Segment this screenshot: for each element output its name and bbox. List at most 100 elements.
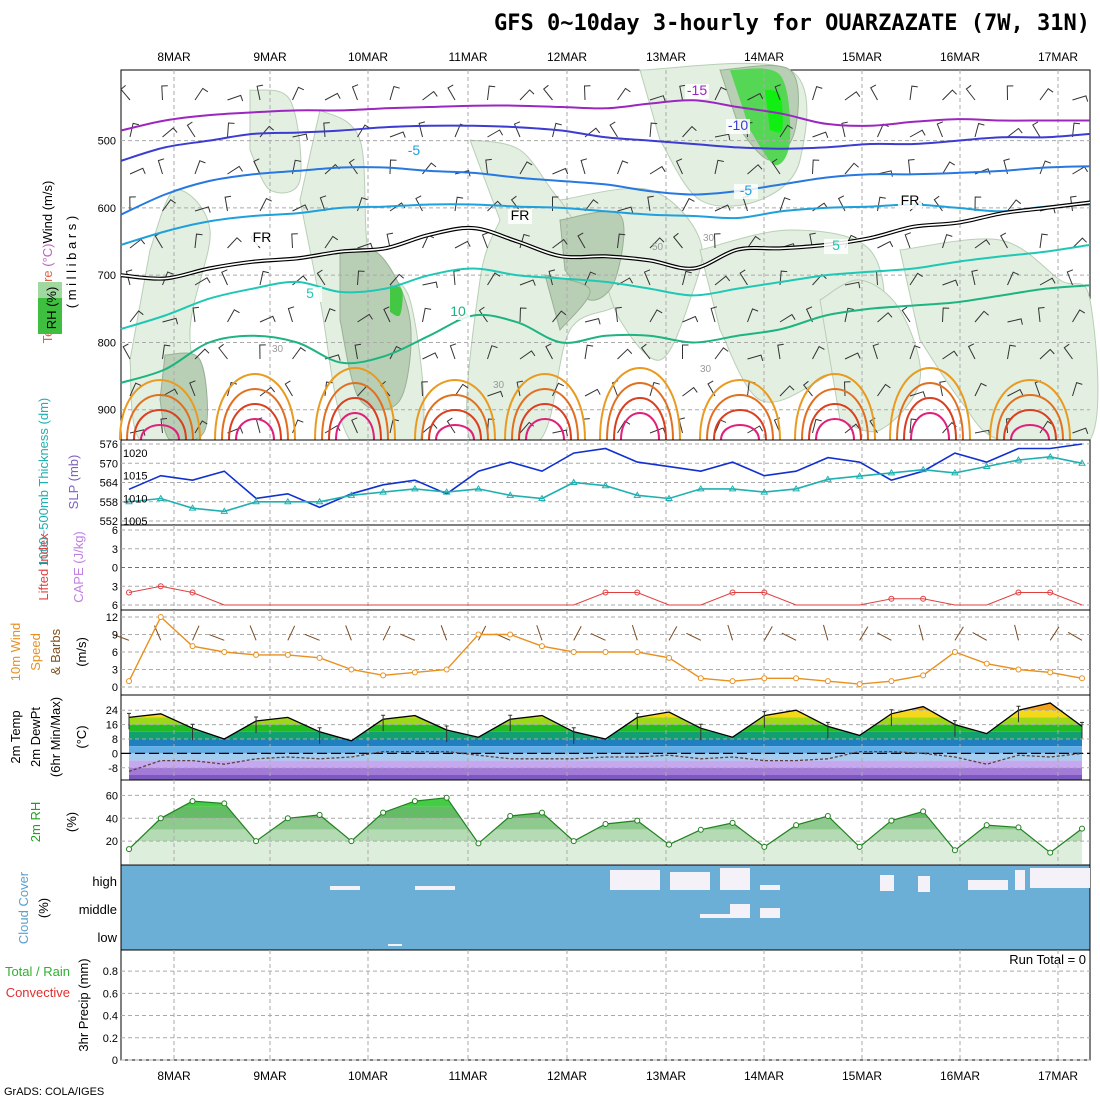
wind-barb-202 <box>771 158 781 175</box>
isotherm-label-bg-5 <box>250 231 274 246</box>
bottom-date-label-0: 8MAR <box>157 1069 191 1083</box>
wind-barb-20 <box>194 87 209 101</box>
upper-air-yticks: 500 600 700 800 900 <box>98 136 116 417</box>
wind-barb-249 <box>909 418 918 434</box>
thickness-marker-23 <box>855 472 864 479</box>
temp-tick-8: 8 <box>112 734 118 746</box>
wind-barb-1 <box>129 122 140 138</box>
li-marker-1 <box>157 583 164 590</box>
wind-barb-222 <box>844 162 859 175</box>
wind10m-yticks: 0 3 6 9 12 <box>106 612 118 694</box>
precip-legend-total: Total / Rain <box>5 964 70 979</box>
dewpoint-ylabel: 2m DewPt <box>28 707 43 767</box>
isotherm-label-3: -5 <box>740 182 753 198</box>
cloud-blocks <box>330 868 1090 946</box>
warm-isotherm-9-0 <box>989 379 1071 441</box>
wind-barb-194 <box>747 235 761 249</box>
wind-barb-247 <box>909 345 921 360</box>
temp-band-6 <box>129 746 1082 754</box>
isotherm-line-4-inner <box>120 201 1091 280</box>
warm-isotherm-7-2 <box>808 403 862 441</box>
wind-barb-282 <box>1039 160 1051 175</box>
wind-barb-100 <box>447 84 456 101</box>
li-marker-28 <box>1015 589 1022 596</box>
thickness-marker-21 <box>792 484 800 492</box>
bottom-date-label-3: 11MAR <box>448 1069 487 1083</box>
warm-isotherm-6-3 <box>720 424 760 441</box>
rh-contour-label-4: 50 <box>652 242 664 253</box>
warm-isotherm-6-1 <box>706 394 774 441</box>
wind-barb-169 <box>649 427 666 434</box>
wind-barb-148 <box>584 388 601 397</box>
temp-minmax-18 <box>698 723 703 741</box>
isotherm-line-3 <box>120 203 1091 246</box>
bottom-date-label-1: 9MAR <box>253 1069 287 1083</box>
wind-barb-267 <box>967 343 976 360</box>
temp-minmax-28 <box>1016 705 1021 723</box>
top-date-label-9: 17MAR <box>1038 50 1078 64</box>
isotherm-label-bg-8 <box>298 287 322 302</box>
wind-barb-52 <box>292 159 302 175</box>
wind-barb-65 <box>316 269 326 286</box>
bottom-date-label-7: 15MAR <box>842 1069 882 1083</box>
wind10m-marker-13 <box>538 643 545 650</box>
slp-tick-1020: 1020 <box>123 448 147 460</box>
precip-ylabel: 3hr Precip (mm) <box>76 958 91 1051</box>
thickness-marker-25 <box>919 465 928 473</box>
rh2m-marker-19 <box>729 819 736 826</box>
warm-isotherm-6-0 <box>699 379 781 441</box>
wind10m-marker-28 <box>1015 666 1022 673</box>
wind-barb-216 <box>805 306 813 323</box>
wind10m-marker-2 <box>189 643 196 650</box>
thickness-marker-20 <box>760 488 769 495</box>
warm-isotherm-4-1 <box>511 388 579 441</box>
lifted-index-yticks: 6 3 0 3 6 <box>112 525 118 612</box>
wind-barb-74 <box>357 242 374 250</box>
wind10m-marker-24 <box>888 678 895 685</box>
isotherm-label-bg-4 <box>508 209 532 224</box>
isotherm-line-1 <box>120 124 1091 162</box>
bottom-date-axis: 8MAR 9MAR 10MAR 11MAR 12MAR 13MAR 14MAR 15MAR 16… <box>157 1069 1078 1083</box>
wind10m-marker-22 <box>824 678 831 685</box>
temperature-ylabel-units: (°C) <box>74 725 89 748</box>
thickness-marker-17 <box>665 494 673 502</box>
wind10m-barb-29 <box>1049 626 1060 641</box>
rh2m-marker-12 <box>507 813 514 819</box>
wind10m-marker-0 <box>126 678 132 685</box>
wind-barb-184 <box>713 233 721 249</box>
top-date-label-1: 9MAR <box>253 50 287 64</box>
rh2m-marker-7 <box>348 838 355 845</box>
wind-barb-206 <box>779 313 796 323</box>
cloud-block-9 <box>330 886 360 890</box>
wind10m-barb-16 <box>631 624 638 641</box>
slp-thickness-series <box>125 443 1086 514</box>
wind-barb-85 <box>389 273 405 286</box>
li-tick-6: 6 <box>112 600 118 612</box>
wind10m-marker-23 <box>856 681 863 688</box>
wind-barb-217 <box>812 345 825 360</box>
wind10m-marker-19 <box>729 678 736 685</box>
wind-barb-195 <box>739 269 748 286</box>
wind10m-barb-24 <box>877 632 892 641</box>
wind-barb-211 <box>812 131 829 138</box>
wind-barb-238 <box>877 383 891 397</box>
thickness-marker-24 <box>887 468 896 476</box>
warm-isotherm-5-0 <box>599 367 681 441</box>
wind10m-barb-7 <box>345 625 352 641</box>
cloud-block-3 <box>760 885 780 890</box>
wind-barb-298 <box>1072 381 1083 397</box>
warm-isotherm-0-0 <box>119 379 201 441</box>
rh-region-bright <box>765 90 783 133</box>
wind-barb-258 <box>939 380 946 397</box>
precip-legend-convective: Convective <box>6 985 70 1000</box>
warm-isotherm-7-3 <box>815 418 855 441</box>
wind10m-marker-10 <box>443 666 450 673</box>
wind-barb-43 <box>259 197 272 212</box>
wind-barb-110 <box>487 85 496 101</box>
temp-minmax-30 <box>1080 721 1084 739</box>
wind-barb-23 <box>194 206 211 213</box>
wind10m-marker-1 <box>157 614 164 620</box>
wind10m-marker-25 <box>920 672 927 679</box>
wind-tick-9: 9 <box>112 630 118 642</box>
